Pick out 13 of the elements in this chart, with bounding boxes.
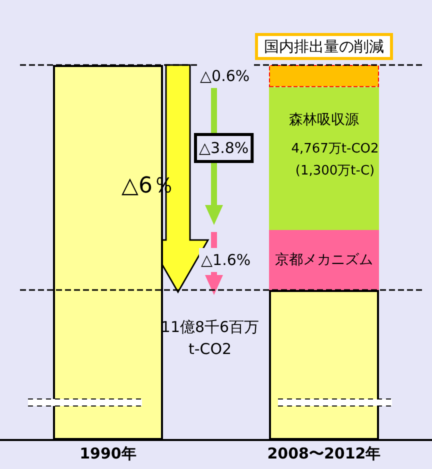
- annotation: 11億8千6百万 t-CO2: [160, 318, 260, 358]
- annotation: △3.8%: [199, 139, 249, 157]
- series-label: 森林吸収源: [289, 112, 359, 128]
- bar: [269, 230, 379, 290]
- bar: [269, 87, 379, 230]
- annotation: △0.6%: [200, 67, 250, 85]
- annotation: △1.6%: [201, 251, 251, 269]
- series-label: 国内排出量の削減: [264, 38, 384, 56]
- x-tick-label: 1990年: [80, 444, 136, 462]
- x-tick-label: 2008〜2012年: [267, 444, 381, 462]
- annotation: 4,767万t-CO2 (1,300万t-C): [291, 142, 379, 178]
- series-label: 京都メカニズム: [275, 252, 373, 268]
- bar: [269, 65, 379, 88]
